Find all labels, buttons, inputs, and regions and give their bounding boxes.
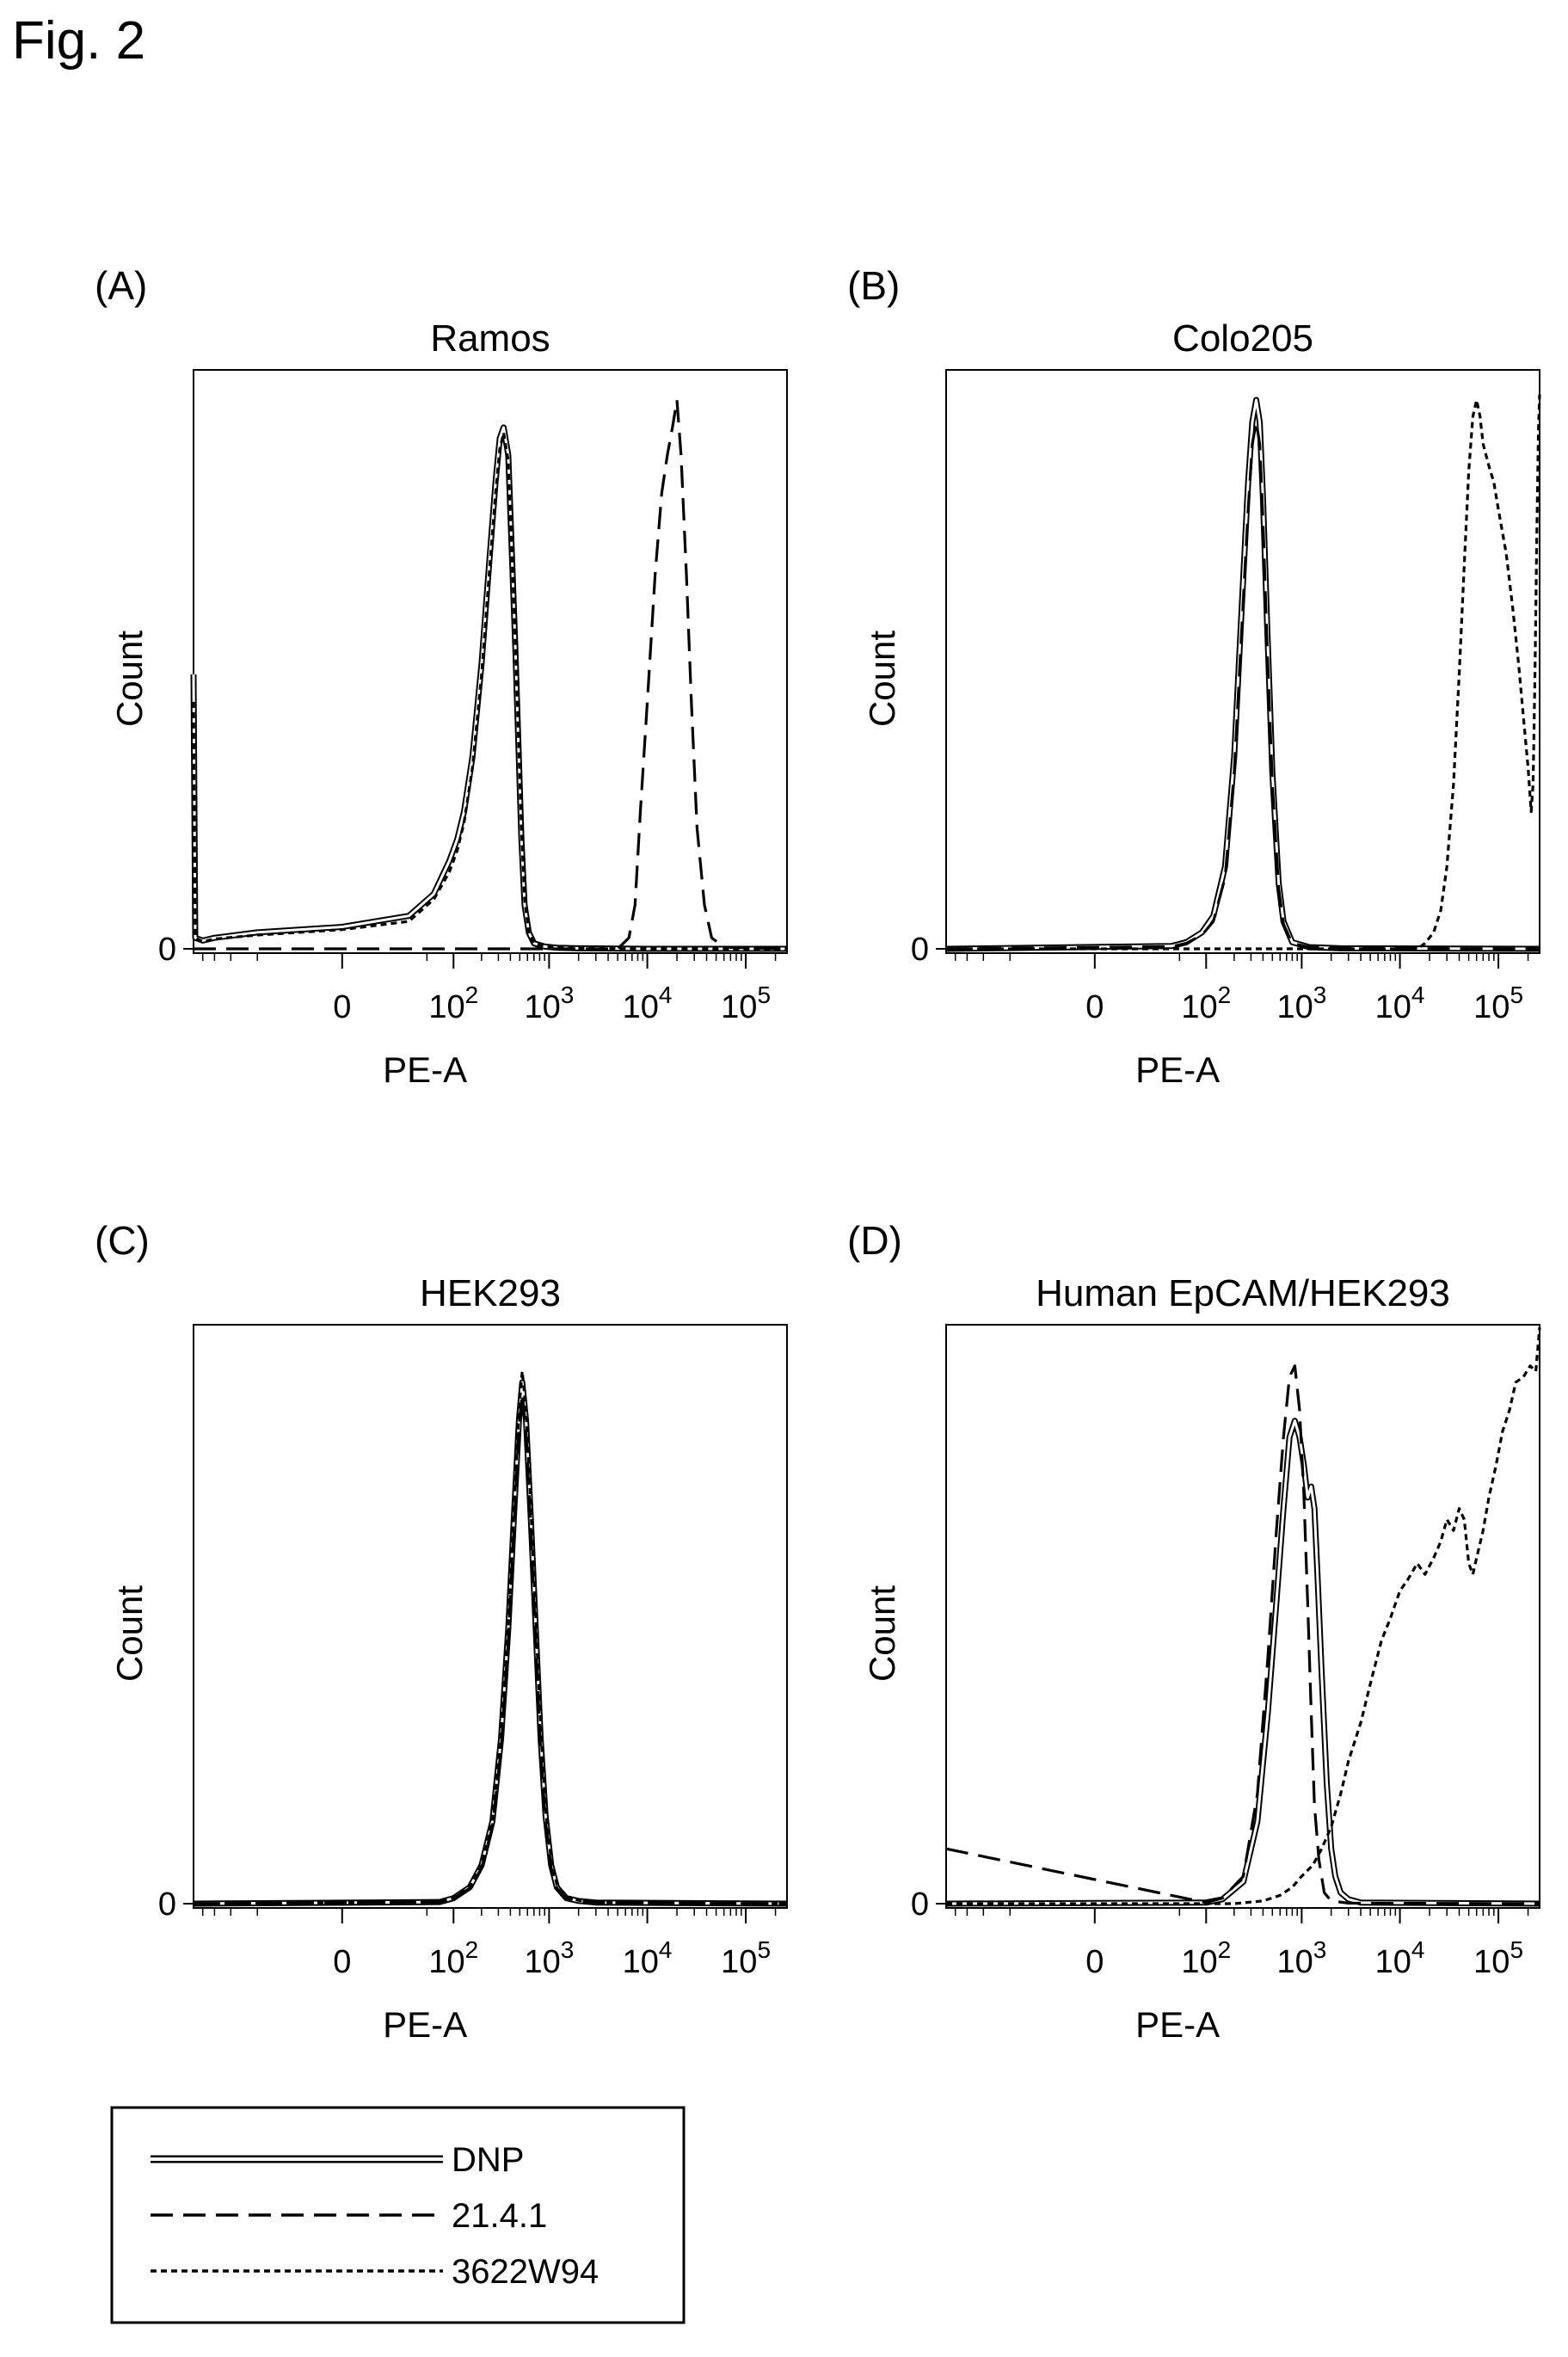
series-line — [193, 1369, 788, 1905]
x-tick-label: 104 — [623, 982, 673, 1025]
series-21.4.1 — [945, 420, 1540, 951]
x-tick-label: 104 — [1375, 982, 1425, 1025]
series-line-outer — [945, 397, 1540, 952]
y-axis-label: Count — [109, 1585, 150, 1682]
x-axis-label: PE-A — [1135, 2004, 1220, 2045]
x-tick-label: 104 — [623, 1936, 673, 1980]
legend-item: 3622W94 — [151, 2253, 599, 2291]
series-line — [945, 1364, 1540, 1905]
series-21.4.1 — [194, 398, 788, 951]
series-3622W94 — [946, 1326, 1541, 1905]
series-DNP — [190, 424, 787, 952]
chart-panel-2: (C) HEK293 Count PE-A 0 0 102 103 104 105 — [95, 1218, 788, 2045]
panel-title: HEK293 — [420, 1272, 561, 1314]
plot-frame — [193, 1324, 788, 1909]
legend: DNP 21.4.1 3622W94 — [110, 2106, 686, 2324]
x-tick-label: 105 — [721, 1936, 771, 1980]
panel-label: (C) — [95, 1218, 150, 1263]
x-tick-label: 103 — [1276, 1936, 1326, 1980]
series-line-inner — [945, 1419, 1540, 1905]
figure-title: Fig. 2 — [12, 11, 145, 71]
x-tick-label: 102 — [1181, 982, 1231, 1025]
series-line — [192, 431, 787, 951]
x-tick-label: 103 — [524, 982, 574, 1025]
series-line-inner — [945, 398, 1540, 951]
x-tick-label: 102 — [1181, 1936, 1231, 1980]
x-tick-label: 102 — [428, 982, 478, 1025]
x-tick-label: 104 — [1375, 1936, 1425, 1980]
plot-frame — [945, 369, 1540, 954]
series-3622W94 — [192, 431, 787, 951]
x-axis-label: PE-A — [383, 2004, 467, 2045]
series-21.4.1 — [193, 1392, 788, 1905]
y-tick-label: 0 — [158, 1886, 176, 1923]
x-tick-label: 105 — [1473, 982, 1523, 1025]
x-tick-label: 0 — [1085, 989, 1104, 1025]
series-line-outer — [190, 424, 787, 952]
y-tick-label: 0 — [911, 1886, 929, 1923]
series-line — [946, 394, 1541, 951]
series-3622W94 — [946, 394, 1541, 951]
legend-item: 21.4.1 — [151, 2197, 547, 2235]
x-tick-label: 105 — [721, 982, 771, 1025]
x-tick-label: 103 — [524, 1936, 574, 1980]
series-line — [946, 1326, 1541, 1905]
series-line — [193, 1392, 788, 1905]
chart-panel-1: (B) Colo205 Count PE-A 0 0 102 103 104 105 — [847, 263, 1541, 1090]
x-tick-label: 0 — [333, 989, 351, 1025]
series-21.4.1 — [945, 1364, 1540, 1905]
plot-frame — [945, 1324, 1540, 1909]
series-line — [945, 420, 1540, 951]
legend-box — [110, 2106, 686, 2324]
legend-label: 21.4.1 — [452, 2197, 547, 2235]
series-DNP — [945, 397, 1540, 952]
y-axis-label: Count — [862, 1585, 902, 1682]
x-tick-label: 105 — [1473, 1936, 1523, 1980]
series-line-inner — [192, 426, 787, 951]
series-3622W94 — [193, 1369, 788, 1905]
panel-label: (D) — [847, 1218, 902, 1263]
y-tick-label: 0 — [911, 932, 929, 968]
series-line — [194, 398, 788, 951]
x-axis-label: PE-A — [383, 1049, 467, 1090]
panel-label: (B) — [847, 263, 900, 308]
legend-item: DNP — [151, 2141, 524, 2179]
plot-frame — [193, 369, 788, 954]
panel-title: Colo205 — [1172, 317, 1313, 360]
x-tick-label: 0 — [1085, 1944, 1104, 1980]
series-DNP — [945, 1418, 1540, 1907]
legend-label: DNP — [452, 2141, 524, 2179]
x-tick-label: 0 — [333, 1944, 351, 1980]
chart-panel-3: (D) Human EpCAM/HEK293 Count PE-A 0 0 102 103 10… — [847, 1218, 1541, 2045]
series-line-outer — [945, 1418, 1540, 1907]
panel-title: Human EpCAM/HEK293 — [1036, 1272, 1450, 1314]
chart-panel-0: (A) Ramos Count PE-A 0 0 102 103 104 105 — [95, 263, 788, 1090]
x-tick-label: 102 — [428, 1936, 478, 1980]
legend-label: 3622W94 — [452, 2253, 599, 2291]
x-axis-label: PE-A — [1135, 1049, 1220, 1090]
y-axis-label: Count — [109, 631, 150, 727]
y-tick-label: 0 — [158, 932, 176, 968]
panel-label: (A) — [95, 263, 147, 308]
panels: (A) Ramos Count PE-A 0 0 102 103 104 105 (B) Colo20… — [95, 263, 1541, 2045]
panel-title: Ramos — [430, 317, 550, 360]
x-tick-label: 103 — [1276, 982, 1326, 1025]
y-axis-label: Count — [862, 631, 902, 727]
